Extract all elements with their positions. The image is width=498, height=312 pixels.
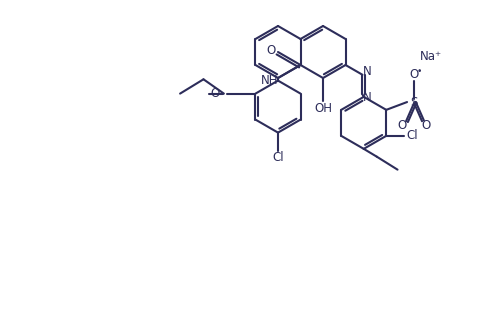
Text: OH: OH: [314, 102, 332, 115]
Text: N: N: [363, 91, 372, 104]
Text: •: •: [416, 67, 422, 76]
Text: S: S: [410, 95, 418, 109]
Text: Na⁺: Na⁺: [420, 51, 442, 64]
Text: N: N: [363, 65, 372, 78]
Text: Cl: Cl: [272, 151, 284, 164]
Text: NH: NH: [261, 74, 279, 86]
Text: O: O: [397, 119, 407, 132]
Text: O: O: [210, 87, 220, 100]
Text: O: O: [409, 68, 419, 81]
Text: O: O: [266, 43, 275, 56]
Text: Cl: Cl: [407, 129, 418, 142]
Text: O: O: [421, 119, 431, 132]
